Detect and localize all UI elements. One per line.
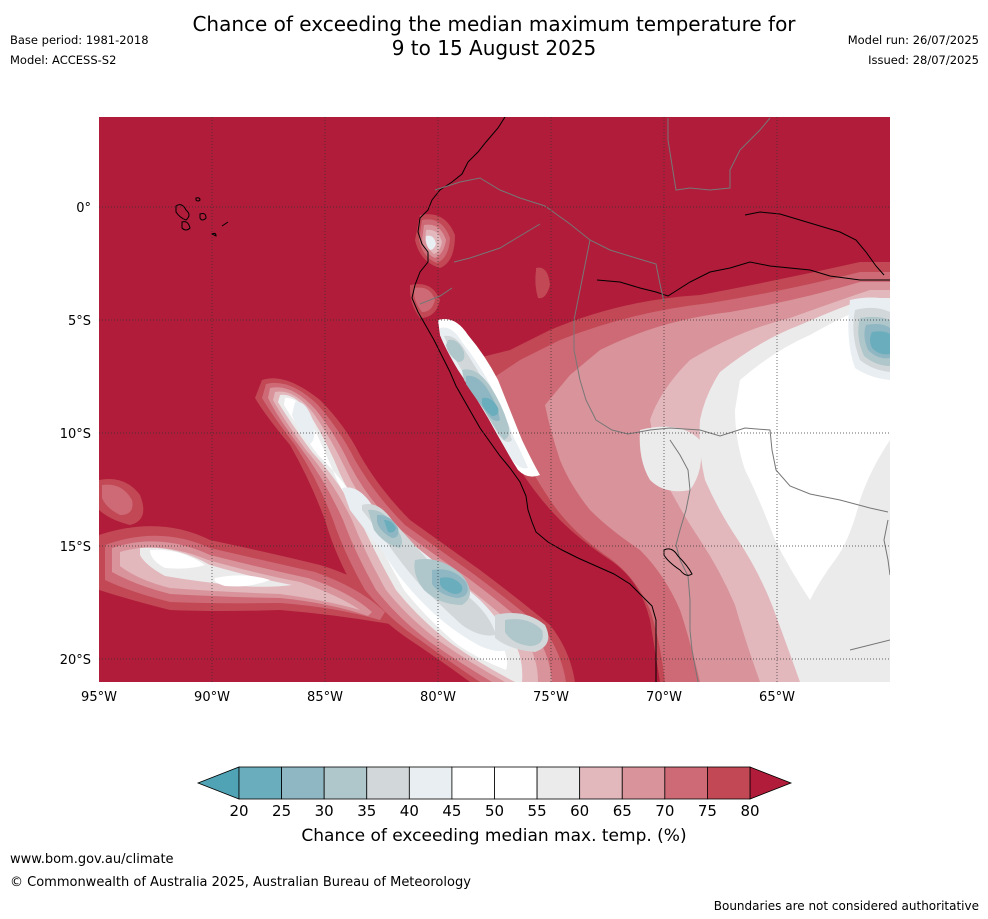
lat-label: 20°S: [60, 653, 91, 668]
colorbar-cell: [366, 766, 410, 800]
lon-label: 85°W: [307, 690, 343, 705]
colorbar-tick-label: 70: [655, 802, 674, 820]
colorbar-tick-label: 30: [315, 802, 334, 820]
colorbar-cell: [707, 766, 751, 800]
lon-label: 70°W: [646, 690, 682, 705]
lon-label: 80°W: [420, 690, 456, 705]
lon-label: 95°W: [81, 690, 117, 705]
lat-label: 5°S: [68, 314, 91, 329]
title-line-1: Chance of exceeding the median maximum t…: [192, 12, 796, 36]
colorbar-cell: [408, 766, 453, 800]
issued-date: Issued: 28/07/2025: [868, 53, 979, 67]
colorbar-cell: [579, 766, 623, 800]
base-period: Base period: 1981-2018: [10, 33, 149, 47]
meta-left: Base period: 1981-2018 Model: ACCESS-S2: [10, 30, 149, 70]
colorbar-tick-label: 25: [272, 802, 291, 820]
colorbar-tick-label: 45: [442, 802, 461, 820]
map-area: [99, 117, 890, 682]
website-text: www.bom.gov.au/climate: [10, 852, 174, 867]
colorbar-tick-label: 40: [400, 802, 419, 820]
colorbar-tick-label: 65: [613, 802, 632, 820]
chart-title: Chance of exceeding the median maximum t…: [0, 12, 988, 60]
lat-label: 15°S: [60, 540, 91, 555]
country-borders: [419, 117, 890, 682]
colorbar-cell: [494, 766, 538, 800]
lon-label: 75°W: [533, 690, 569, 705]
coastlines: [411, 117, 890, 682]
longitude-labels: 95°W 90°W 85°W 80°W 75°W 70°W 65°W: [81, 690, 795, 705]
colorbar-tick-label: 50: [485, 802, 504, 820]
copyright-text: © Commonwealth of Australia 2025, Austra…: [10, 875, 471, 890]
colorbar-tick-label: 60: [570, 802, 589, 820]
colorbar-tick-label: 80: [740, 802, 759, 820]
latitude-labels: 0° 5°S 10°S 15°S 20°S: [60, 201, 91, 668]
disclaimer-text: Boundaries are not considered authoritat…: [713, 899, 979, 913]
lake-titicaca: [663, 548, 693, 576]
colorbar-cell: [238, 766, 282, 800]
colorbar-cell: [621, 766, 666, 800]
galapagos-islands: [175, 197, 229, 237]
colorbar-tick-label: 55: [528, 802, 547, 820]
colorbar-cell: [451, 766, 495, 800]
colorbar-tick-label: 75: [698, 802, 717, 820]
colorbar-cell: [664, 766, 708, 800]
lat-label: 0°: [76, 201, 91, 216]
gridlines: [99, 117, 890, 682]
model-run: Model run: 26/07/2025: [847, 33, 979, 47]
colorbar-tick-label: 35: [357, 802, 376, 820]
colorbar-cell: [281, 766, 325, 800]
colorbar: 20 25 30 35 40 45 50 55 60 65 70 75 80: [196, 766, 793, 820]
colorbar-label: Chance of exceeding median max. temp. (%…: [301, 826, 687, 846]
colorbar-ticks: 20 25 30 35 40 45 50 55 60 65 70 75 80: [229, 802, 759, 820]
colorbar-over-arrow: [749, 766, 793, 800]
colorbar-cell: [323, 766, 368, 800]
contour-25: [384, 331, 890, 594]
lon-label: 65°W: [759, 690, 795, 705]
title-line-2: 9 to 15 August 2025: [391, 36, 597, 60]
colorbar-cell: [536, 766, 581, 800]
meta-right: Model run: 26/07/2025 Issued: 28/07/2025: [848, 30, 979, 70]
colorbar-cells: [238, 766, 751, 800]
colorbar-under-arrow: [196, 766, 240, 800]
lon-label: 90°W: [194, 690, 230, 705]
lat-label: 10°S: [60, 427, 91, 442]
colorbar-tick-label: 20: [229, 802, 248, 820]
model-name: Model: ACCESS-S2: [10, 53, 117, 67]
